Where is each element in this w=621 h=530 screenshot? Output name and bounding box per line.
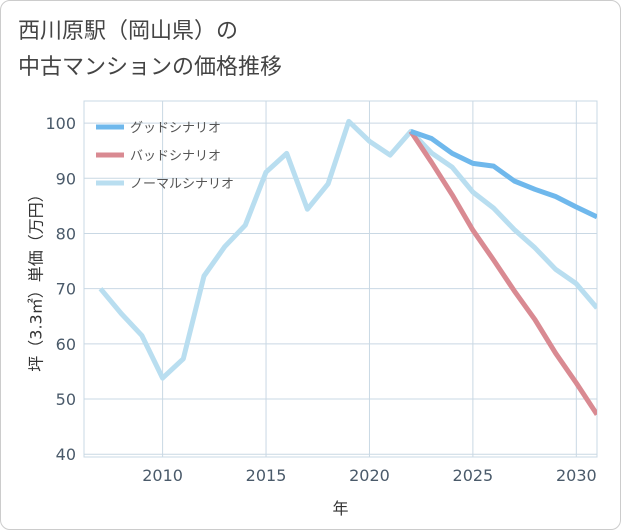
bad-scenario-line — [408, 130, 597, 416]
normal-scenario-line — [98, 118, 597, 381]
y-tick-label: 90 — [56, 169, 76, 188]
y-axis-title: 坪（3.3㎡）単価（万円） — [27, 186, 46, 371]
y-tick-label: 50 — [56, 390, 76, 409]
x-tick-label: 2025 — [453, 466, 494, 485]
legend-bad: バッドシナリオ — [96, 149, 221, 164]
x-tick-label: 2030 — [556, 466, 597, 485]
y-tick-label: 100 — [45, 114, 76, 133]
x-tick-label: 2020 — [349, 466, 390, 485]
y-tick-label: 80 — [56, 224, 76, 243]
y-tick-label: 60 — [56, 335, 76, 354]
legend-label: バッドシナリオ — [130, 149, 221, 164]
legend-good: グッドシナリオ — [96, 121, 221, 136]
x-tick-label: 2010 — [142, 466, 183, 485]
y-tick-label: 40 — [56, 445, 76, 464]
axes: 40 50 60 70 80 90 100 2010 2015 2020 2025 2030 — [45, 114, 596, 485]
legend-normal: ノーマルシナリオ — [96, 177, 234, 192]
y-tick-label: 70 — [56, 280, 76, 299]
legend-label: ノーマルシナリオ — [130, 177, 234, 192]
x-tick-label: 2015 — [246, 466, 287, 485]
x-axis-title: 年 — [332, 499, 348, 518]
plot-area — [83, 100, 598, 458]
series-lines — [98, 118, 597, 416]
legend-label: グッドシナリオ — [130, 121, 221, 136]
chart-title: 西川原駅（岡山県）の 中古マンションの価格推移 — [18, 19, 283, 80]
good-scenario-line — [409, 129, 597, 220]
